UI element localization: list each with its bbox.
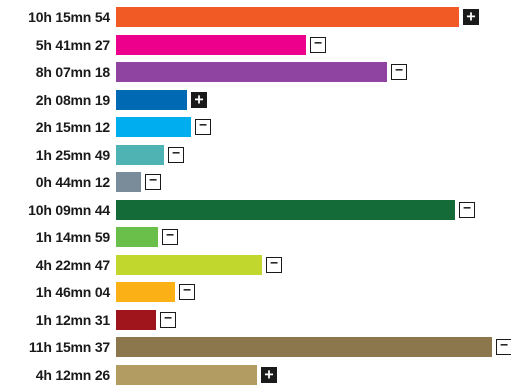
bar-label: 2h 15mn 12 <box>35 119 110 135</box>
minus-icon[interactable]: − <box>160 312 176 328</box>
bar-label: 4h 12mn 26 <box>35 367 110 383</box>
bar-label: 0h 44mn 12 <box>35 174 110 190</box>
bar-label: 10h 15mn 54 <box>28 9 110 25</box>
bar-label: 5h 41mn 27 <box>35 37 110 53</box>
plus-icon[interactable]: + <box>191 92 207 108</box>
minus-icon[interactable]: − <box>179 284 195 300</box>
bar-row: 4h 12mn 26 + <box>0 365 511 385</box>
bar-label: 1h 14mn 59 <box>35 229 110 245</box>
minus-icon[interactable]: − <box>496 339 511 355</box>
bar <box>116 227 158 247</box>
bar-row: 1h 46mn 04 − <box>0 282 511 302</box>
plus-icon[interactable]: + <box>261 367 277 383</box>
minus-icon[interactable]: − <box>162 229 178 245</box>
bar-row: 8h 07mn 18 − <box>0 62 511 82</box>
bar-row: 5h 41mn 27 − <box>0 35 511 55</box>
bar-row: 1h 12mn 31 − <box>0 310 511 330</box>
plus-icon[interactable]: + <box>463 9 479 25</box>
bar-row: 2h 08mn 19 + <box>0 90 511 110</box>
bar-label: 10h 09mn 44 <box>28 202 110 218</box>
bar <box>116 255 262 275</box>
bar-row: 1h 14mn 59 − <box>0 227 511 247</box>
bar <box>116 337 492 357</box>
bar <box>116 200 455 220</box>
minus-icon[interactable]: − <box>266 257 282 273</box>
bar-row: 1h 25mn 49 − <box>0 145 511 165</box>
minus-icon[interactable]: − <box>310 37 326 53</box>
bar <box>116 7 459 27</box>
bar <box>116 365 257 385</box>
bar-row: 10h 15mn 54 + <box>0 7 511 27</box>
minus-icon[interactable]: − <box>195 119 211 135</box>
bar-label: 11h 15mn 37 <box>28 339 110 355</box>
bar-label: 2h 08mn 19 <box>35 92 110 108</box>
bar-label: 1h 12mn 31 <box>35 312 110 328</box>
bar-label: 4h 22mn 47 <box>35 257 110 273</box>
minus-icon[interactable]: − <box>459 202 475 218</box>
bar-label: 8h 07mn 18 <box>35 64 110 80</box>
bar-label: 1h 46mn 04 <box>35 284 110 300</box>
minus-icon[interactable]: − <box>391 64 407 80</box>
bar-row: 11h 15mn 37 − <box>0 337 511 357</box>
bar-row: 2h 15mn 12 − <box>0 117 511 137</box>
bar <box>116 35 306 55</box>
bar <box>116 145 164 165</box>
bar <box>116 62 387 82</box>
bar-row: 0h 44mn 12 − <box>0 172 511 192</box>
bar <box>116 90 187 110</box>
bar-row: 10h 09mn 44 − <box>0 200 511 220</box>
minus-icon[interactable]: − <box>145 174 161 190</box>
bar-row: 4h 22mn 47 − <box>0 255 511 275</box>
minus-icon[interactable]: − <box>168 147 184 163</box>
bar-label: 1h 25mn 49 <box>35 147 110 163</box>
bar <box>116 310 156 330</box>
bar <box>116 117 191 137</box>
bar <box>116 282 175 302</box>
bar <box>116 172 141 192</box>
